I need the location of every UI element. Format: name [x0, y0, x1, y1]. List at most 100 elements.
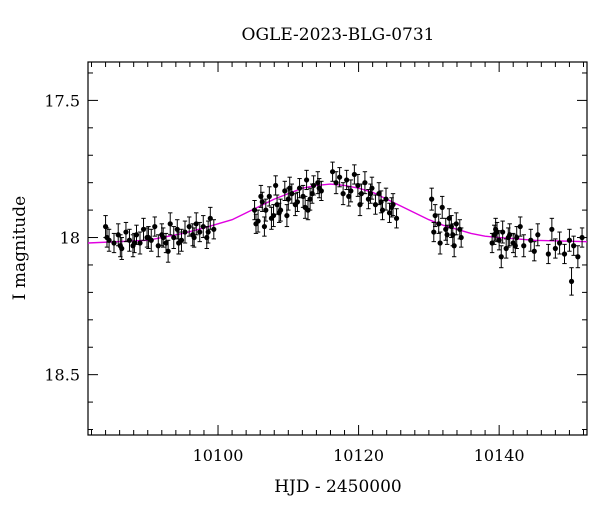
data-point [273, 182, 279, 189]
data-point [389, 204, 395, 210]
data-point [365, 196, 372, 202]
data-point [171, 234, 177, 241]
chart-title: OGLE-2023-BLG-0731 [242, 25, 435, 45]
data-point [528, 237, 534, 243]
data-point [123, 229, 129, 235]
data-point [521, 243, 527, 249]
data-point [348, 188, 354, 194]
data-point [512, 243, 518, 249]
data-point [289, 191, 295, 197]
data-point [531, 248, 537, 254]
data-point [579, 234, 585, 241]
data-point [351, 171, 357, 178]
data-point [498, 254, 504, 260]
data-point [556, 240, 563, 246]
data-point [137, 240, 143, 246]
data-point [309, 191, 315, 197]
data-point [329, 169, 336, 175]
data-point [439, 204, 445, 210]
data-point [367, 191, 374, 197]
data-point [104, 234, 110, 241]
data-point [176, 240, 182, 246]
data-point [167, 221, 173, 227]
data-point [357, 202, 363, 208]
data-point [284, 212, 290, 219]
data-point [437, 240, 443, 246]
data-point [383, 196, 389, 202]
data-point [458, 234, 464, 241]
data-point [276, 210, 282, 216]
data-point [362, 180, 368, 186]
data-point [552, 245, 558, 252]
data-point [333, 180, 339, 186]
data-point [451, 243, 457, 249]
data-point [253, 221, 259, 227]
data-point [376, 191, 382, 197]
x-axis-ticks [91, 62, 584, 435]
data-point [152, 223, 158, 230]
data-point [182, 229, 188, 235]
data-point [111, 240, 117, 246]
data-point [545, 251, 551, 257]
data-point [340, 191, 346, 197]
data-point [305, 207, 311, 213]
data-point [386, 210, 393, 216]
data-point [193, 221, 199, 227]
data-point [163, 240, 169, 246]
data-point [431, 229, 437, 235]
data-point [505, 234, 511, 241]
plot-frame [87, 61, 588, 436]
data-point [566, 237, 573, 243]
data-point [131, 240, 137, 246]
data-point [287, 185, 293, 191]
data-point [500, 229, 506, 235]
data-point [429, 196, 435, 202]
data-point [140, 226, 147, 232]
data-point [549, 226, 555, 232]
data-point [205, 229, 211, 235]
data-point [346, 193, 352, 199]
data-points-layer [102, 161, 585, 296]
x-tick-label: 10100 [193, 446, 244, 465]
data-point [296, 185, 303, 191]
data-point [117, 243, 123, 249]
data-point [561, 251, 568, 257]
data-point [200, 223, 206, 230]
data-point [197, 229, 203, 235]
data-point [268, 215, 275, 221]
data-point [575, 254, 581, 260]
x-tick-label: 10140 [474, 446, 525, 465]
data-point [355, 182, 361, 189]
data-point [436, 221, 442, 227]
data-point [344, 177, 350, 183]
model-curve [87, 183, 588, 244]
data-point [372, 202, 379, 208]
data-point [155, 243, 161, 249]
data-point [337, 174, 343, 180]
data-point [446, 215, 452, 221]
data-point [432, 212, 438, 219]
data-point [568, 278, 575, 285]
x-tick-label: 10120 [333, 446, 384, 465]
data-point [261, 223, 268, 230]
data-point [316, 185, 322, 191]
data-point [258, 193, 264, 199]
data-point [448, 223, 454, 230]
y-tick-label: 18.5 [44, 366, 80, 385]
data-point [494, 229, 500, 235]
data-point [251, 207, 258, 213]
data-point [165, 248, 171, 254]
y-tick-label: 17.5 [44, 91, 80, 110]
data-point [191, 234, 197, 241]
data-point [453, 221, 459, 227]
data-point [282, 188, 288, 194]
y-axis-label: I magnitude [10, 196, 30, 300]
data-point [294, 199, 301, 205]
data-point [266, 193, 272, 199]
data-point [126, 237, 133, 243]
data-point [393, 215, 400, 221]
data-point [145, 234, 152, 241]
x-axis-label: HJD - 2450000 [274, 477, 402, 497]
data-point [571, 243, 577, 249]
